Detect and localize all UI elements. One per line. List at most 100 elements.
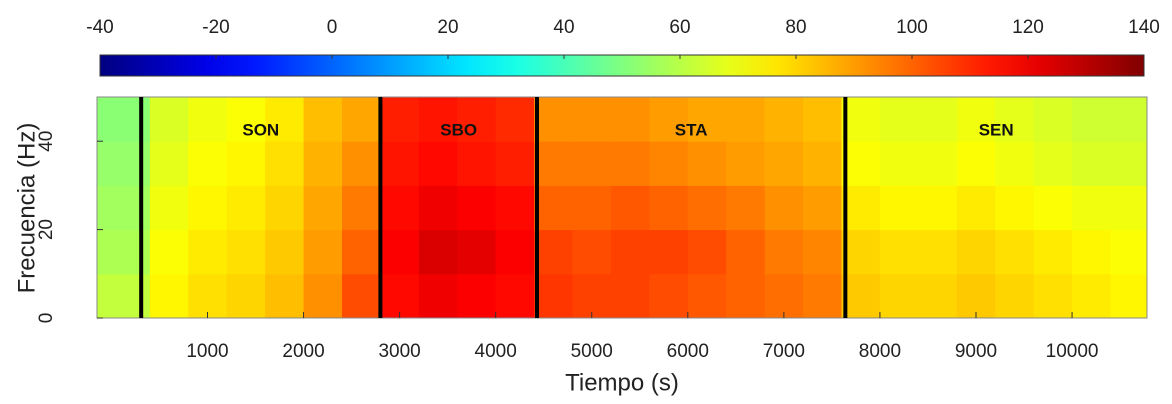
heat-cell	[687, 185, 727, 231]
heat-cell	[610, 273, 650, 319]
heat-cell	[610, 185, 650, 231]
heat-cell	[572, 185, 612, 231]
heat-cell	[995, 273, 1035, 319]
heat-cell	[457, 229, 497, 275]
heat-cell	[764, 97, 804, 142]
heat-cell	[149, 229, 189, 275]
colorbar-tick-label: -20	[202, 17, 229, 38]
heat-cell	[457, 97, 497, 142]
heat-cell	[149, 141, 189, 186]
heat-cell	[803, 273, 843, 319]
heat-cell	[1110, 229, 1148, 275]
stage-label: STA	[675, 120, 708, 139]
heat-cell	[418, 273, 458, 319]
heat-cell	[1110, 141, 1148, 186]
heat-cell	[918, 141, 958, 186]
overlay: 1000 2000 3000 4000 5000 6000 7000 8000 9000 1000…	[36, 96, 1148, 362]
x-tick-label: 3000	[378, 341, 420, 362]
heat-cell	[495, 97, 535, 142]
heat-cell	[495, 229, 535, 275]
heat-cell	[687, 273, 727, 319]
heat-cell	[226, 97, 266, 142]
heat-cell	[457, 185, 497, 231]
heat-cell	[726, 185, 766, 231]
heat-cell	[687, 229, 727, 275]
x-tick-label: 10000	[1046, 341, 1099, 362]
heat-cell	[1072, 141, 1111, 186]
heat-cell	[188, 229, 228, 275]
heat-cell	[803, 141, 843, 186]
x-axis-label: Tiempo (s)	[565, 369, 679, 396]
heat-cell	[380, 97, 420, 142]
heat-cell	[534, 273, 574, 319]
heat-cell	[726, 273, 766, 319]
heat-cell	[1033, 273, 1073, 319]
heat-cell	[457, 273, 497, 319]
colorbar-tick-label: -40	[86, 17, 113, 38]
heat-cell	[956, 229, 996, 275]
heat-cell	[226, 273, 266, 319]
heat-cell	[534, 97, 574, 142]
heat-cell	[188, 185, 228, 231]
heat-cell	[956, 273, 996, 319]
colorbar-tick-label: 140	[1128, 17, 1160, 38]
heat-cell	[995, 97, 1035, 142]
heat-cell	[265, 141, 305, 186]
heat-cell	[803, 97, 843, 142]
colorbar-tick-label: 120	[1012, 17, 1044, 38]
heat-cell	[1033, 141, 1073, 186]
x-tick-label: 2000	[282, 341, 324, 362]
heat-cell	[649, 229, 689, 275]
heat-cell	[572, 273, 612, 319]
y-tick-label: 0	[36, 313, 57, 324]
heat-cell	[188, 273, 228, 319]
heat-cell	[1072, 97, 1111, 142]
heat-cell	[687, 97, 727, 142]
heat-cell	[226, 185, 266, 231]
heat-cell	[303, 185, 343, 231]
heat-cell	[534, 185, 574, 231]
heat-cell	[265, 229, 305, 275]
colorbar-gradient	[99, 54, 1145, 77]
heat-cell	[226, 229, 266, 275]
y-axis-label: Frecuencia (Hz)	[13, 123, 40, 294]
heat-cell	[841, 273, 881, 319]
x-tick-label: 8000	[859, 341, 901, 362]
colorbar-tick-label: 80	[785, 17, 806, 38]
heat-cell	[534, 229, 574, 275]
heat-cell	[341, 97, 381, 142]
heat-cell	[649, 97, 689, 142]
heat-cell	[687, 141, 727, 186]
heat-cell	[726, 97, 766, 142]
heat-cell	[841, 229, 881, 275]
heat-cell	[995, 229, 1035, 275]
heat-cell	[572, 229, 612, 275]
heat-cell	[879, 229, 919, 275]
heat-cell	[918, 229, 958, 275]
heat-cell	[879, 185, 919, 231]
heat-cell	[341, 273, 381, 319]
plot-frame	[96, 96, 1148, 319]
heat-cell	[764, 141, 804, 186]
heat-cell	[1033, 185, 1073, 231]
x-tick-label: 4000	[475, 341, 517, 362]
heat-cell	[303, 141, 343, 186]
heat-cell	[572, 141, 612, 186]
x-tick-label: 9000	[955, 341, 997, 362]
heat-cell	[380, 229, 420, 275]
heat-cell	[879, 141, 919, 186]
heat-cell	[495, 185, 535, 231]
heat-cell	[495, 273, 535, 319]
stage-label: SEN	[979, 120, 1014, 139]
heat-cell	[1110, 185, 1148, 231]
heat-cell	[572, 97, 612, 142]
heat-cell	[1110, 97, 1148, 142]
heat-cell	[764, 229, 804, 275]
heat-cell	[918, 97, 958, 142]
heat-cell	[649, 273, 689, 319]
heat-cell	[418, 97, 458, 142]
heat-cell	[918, 185, 958, 231]
x-tick-label: 5000	[571, 341, 613, 362]
heat-cell	[649, 185, 689, 231]
heat-cell	[149, 273, 189, 319]
